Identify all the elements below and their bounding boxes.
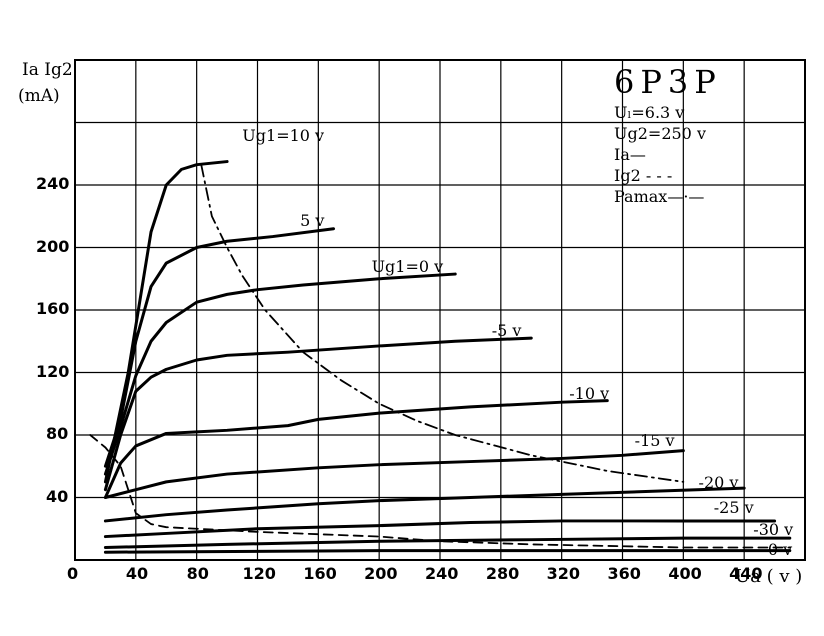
tube-title: 6P3P — [614, 63, 722, 101]
ug2-label: Ug2=250 v — [614, 124, 706, 143]
x-tick-label: 40 — [125, 564, 149, 583]
series-line — [89, 434, 791, 549]
x-tick-label: 160 — [303, 564, 337, 583]
y-tick-label: 240 — [36, 174, 70, 193]
curve-label: -20 v — [698, 473, 739, 492]
curve-label: -15 v — [634, 430, 675, 450]
series-line — [200, 163, 685, 483]
curve-label: 5 v — [300, 210, 325, 230]
x-tick-label: 400 — [668, 564, 702, 583]
series-line — [103, 336, 533, 492]
x-axis-label: Ua ( v ) — [735, 566, 803, 587]
series-line — [103, 227, 336, 468]
y-axis-label-line1: Ia Ig2 — [22, 60, 73, 80]
y-axis-label-line2: (mA) — [18, 86, 60, 106]
legend-box: 6P3P Uₗ=6.3 v Ug2=250 v Ia— Ig2 - - - Pa… — [614, 63, 722, 206]
series-line — [103, 549, 792, 554]
series-line — [103, 449, 685, 499]
series-line — [103, 536, 792, 549]
x-tick-label: 80 — [186, 564, 209, 583]
x-tick-label: 360 — [607, 564, 641, 583]
legend-ia: Ia— — [614, 145, 646, 164]
curve-label: Ug1=10 v — [242, 126, 325, 146]
series-line — [103, 272, 457, 476]
x-tick-label: 280 — [485, 564, 520, 583]
x-tick-label: 240 — [425, 564, 459, 583]
y-tick-label: 40 — [46, 486, 69, 506]
curve-label: -5 v — [491, 321, 522, 341]
curve-label: -25 v — [713, 498, 754, 517]
x-tick-label: 0 — [67, 564, 79, 583]
curve-label: -0 v — [762, 540, 793, 560]
y-tick-label: 80 — [46, 424, 69, 443]
y-tick-label: 160 — [36, 299, 70, 318]
x-tick-label: 200 — [364, 564, 398, 583]
series-line — [103, 519, 777, 539]
y-tick-label: 200 — [36, 236, 70, 256]
series-line — [103, 399, 609, 499]
series-line — [103, 486, 746, 523]
curves — [89, 160, 792, 554]
curve-label: -10 v — [569, 383, 610, 403]
y-tick-label: 120 — [36, 361, 70, 381]
x-tick-label: 320 — [546, 564, 581, 583]
x-tick-label: 120 — [242, 564, 276, 583]
legend-ig2: Ig2 - - - — [614, 166, 673, 185]
curve-label: Ug1=0 v — [371, 257, 444, 277]
legend-pamax: Pamax—·— — [614, 187, 705, 206]
curve-label: -30 v — [753, 519, 794, 539]
x-tick-label: 440 — [729, 564, 763, 583]
uf-label: Uₗ=6.3 v — [614, 103, 685, 122]
